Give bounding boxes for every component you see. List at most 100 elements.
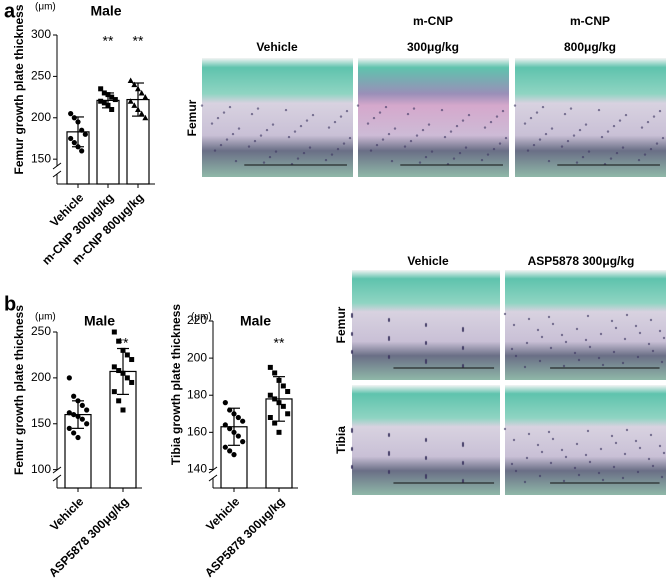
cell (562, 364, 566, 368)
cell (640, 126, 644, 129)
cell (612, 350, 616, 354)
column-label: Vehicle (256, 40, 298, 54)
significance: ** (274, 335, 285, 351)
cell (480, 158, 484, 162)
cell (348, 136, 352, 140)
data-point (109, 107, 115, 112)
cell (577, 473, 581, 477)
cell (461, 329, 465, 333)
row-label: Femur (185, 99, 199, 136)
cell (649, 147, 653, 151)
cell (652, 115, 656, 118)
data-point (129, 357, 135, 363)
cell (527, 432, 531, 436)
cell (573, 351, 577, 355)
data-point (79, 148, 85, 154)
cell (305, 119, 309, 122)
significance: ** (103, 33, 114, 49)
cell (550, 127, 554, 130)
cell (443, 135, 447, 139)
y-tick-label: 140 (187, 462, 207, 476)
cell (577, 358, 581, 362)
column-label: 800μg/kg (564, 40, 616, 54)
data-point (98, 98, 104, 104)
cell (308, 146, 312, 149)
data-point (71, 411, 77, 418)
cell (651, 349, 655, 353)
cell (636, 355, 640, 359)
data-point (235, 414, 241, 421)
data-point (79, 127, 85, 133)
cell (621, 146, 625, 149)
data-point (240, 439, 246, 445)
cell (634, 439, 638, 443)
data-point (66, 410, 72, 416)
cell (599, 447, 603, 451)
cell (569, 107, 573, 110)
cell (662, 336, 666, 340)
row-label: Femur (334, 306, 348, 343)
cell (614, 326, 618, 330)
cell (538, 474, 542, 478)
data-point (109, 94, 115, 100)
cell (256, 107, 260, 110)
cell (624, 113, 628, 117)
cell (578, 128, 582, 132)
data-point (120, 407, 126, 413)
cell (658, 109, 662, 113)
data-point (98, 86, 104, 92)
data-point (66, 375, 72, 381)
cell (525, 456, 529, 460)
cell (415, 134, 419, 137)
y-axis-label: Femur growth plate thickness (12, 305, 26, 475)
data-point (272, 370, 278, 376)
data-point (124, 375, 130, 381)
cell (601, 478, 605, 482)
cell (200, 104, 204, 107)
cell (510, 462, 514, 466)
cell (237, 127, 241, 130)
cell (523, 122, 527, 125)
cell (584, 338, 588, 342)
cell (615, 151, 619, 155)
cell (662, 451, 666, 455)
cell (430, 150, 434, 153)
cell (646, 120, 650, 124)
micrograph (505, 385, 666, 495)
cell (387, 453, 391, 457)
cell (440, 108, 444, 112)
unit-label: (μm) (35, 312, 56, 323)
cell (597, 356, 601, 360)
cell (259, 134, 263, 137)
cell (597, 471, 601, 475)
cell (342, 142, 346, 145)
cell (378, 111, 382, 114)
cell (610, 434, 614, 438)
data-point (131, 102, 138, 108)
panel-letter: b (4, 293, 16, 315)
y-tick-label: 220 (187, 313, 207, 327)
cell (532, 143, 536, 147)
cell (501, 109, 505, 113)
micrographs (200, 58, 666, 495)
cell (503, 427, 507, 431)
data-point (79, 402, 85, 409)
cell (606, 130, 610, 133)
cell (503, 312, 507, 316)
cell (551, 322, 555, 326)
cell (588, 345, 592, 349)
cell (369, 149, 373, 152)
cell (544, 132, 548, 136)
data-point (127, 77, 134, 84)
cell (625, 313, 629, 317)
cell (350, 333, 354, 337)
cell (350, 351, 354, 355)
cell (387, 434, 391, 438)
cell (621, 476, 625, 480)
cell (311, 113, 315, 117)
cell (387, 132, 391, 136)
data-point (116, 368, 122, 374)
cell (492, 147, 496, 151)
cell (424, 439, 428, 443)
cell (610, 319, 614, 323)
